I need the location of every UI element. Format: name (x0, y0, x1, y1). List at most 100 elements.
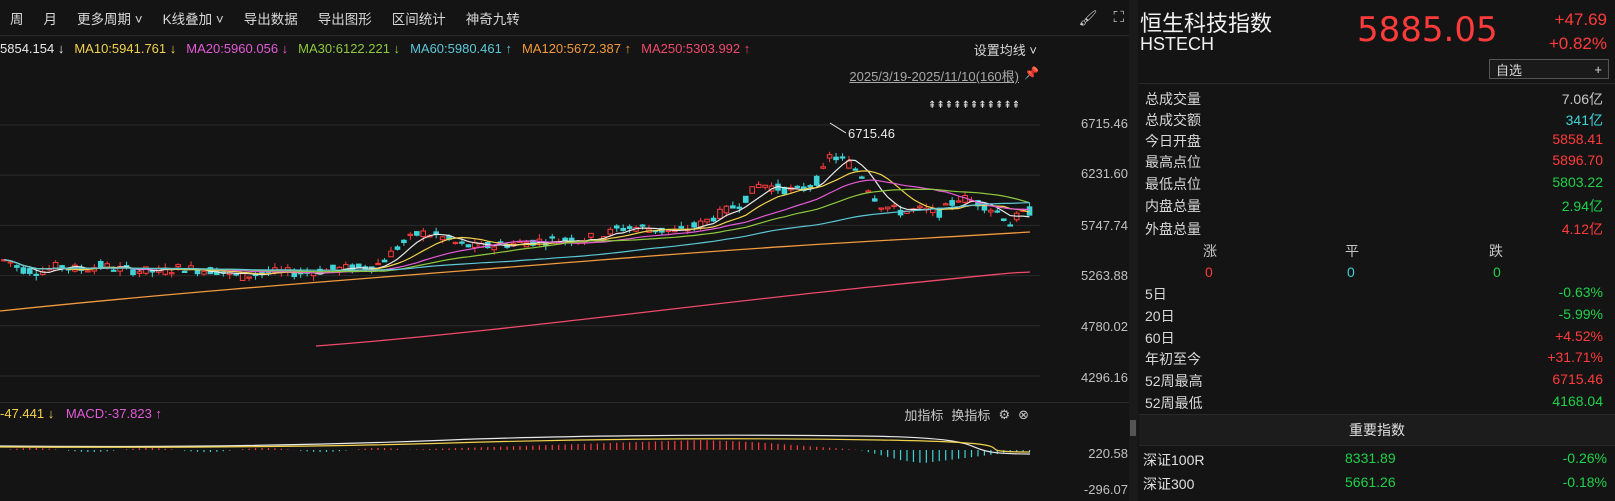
price-change-pct: +0.82% (1548, 34, 1607, 53)
candle-body (388, 250, 394, 258)
candle-body (691, 222, 697, 228)
add-indicator-button[interactable]: 加指标 (904, 408, 944, 423)
macd-chart[interactable] (0, 426, 1040, 501)
candlestick-chart[interactable]: 6715.46 ⇞⇞⇞⇞⇞⇞⇞⇞⇞⇞⇞ (0, 100, 1040, 402)
close-icon[interactable]: ⊗ (1018, 406, 1029, 422)
macd-axis-top: 220.58 (1088, 446, 1128, 461)
candle-body (239, 272, 246, 281)
high-label: 6715.46 (848, 126, 895, 141)
stat-row: 内盘总量 2.94亿 (1145, 198, 1603, 214)
candle-body (175, 264, 181, 268)
nine-turn-markers: ⇞⇞⇞⇞⇞⇞⇞⇞⇞⇞⇞ (928, 100, 1020, 111)
ma250-line (315, 271, 1031, 347)
ma30-label: MA30:6122.221 ↓ (298, 40, 401, 56)
candle-body (130, 269, 136, 276)
range-stats-button[interactable]: 区间统计 (391, 11, 446, 27)
price-tick: 5263.88 (1081, 268, 1128, 283)
quote-panel: 恒生科技指数 HSTECH 5885.05 +47.69 +0.82% 自选 +… (1139, 0, 1615, 501)
stat-row: 外盘总量 4.12亿 (1145, 221, 1603, 237)
chart-scrollbar[interactable] (1129, 0, 1138, 501)
period-week[interactable]: 周 (10, 11, 24, 27)
candle-body (755, 183, 762, 189)
candle-body (917, 205, 923, 209)
period-row: 60日 +4.52% (1145, 328, 1603, 346)
index-name: 恒生科技指数 (1140, 11, 1273, 36)
fullscreen-icon[interactable]: ⛶ (1113, 9, 1124, 26)
scroll-thumb[interactable] (1130, 420, 1136, 436)
macd-axis: 220.58 -296.07 (1040, 426, 1138, 501)
candle-body (407, 233, 414, 236)
candle-body (291, 272, 298, 278)
candle-body (820, 166, 826, 169)
candle-body (813, 175, 820, 186)
candle-body (491, 246, 497, 251)
add-watchlist-button[interactable]: 自选 + (1489, 59, 1609, 79)
candle-body (988, 209, 994, 213)
candle-body (723, 205, 730, 214)
candle-body (794, 185, 801, 188)
candle-body (439, 236, 446, 241)
key-indices-header: 重要指数 (1139, 414, 1615, 446)
export-image-button[interactable]: 导出图形 (317, 11, 372, 27)
candle-body (14, 265, 20, 268)
candle-body (1007, 224, 1014, 227)
high-pointer (829, 122, 847, 134)
chart-area[interactable]: 周 月 更多周期 ˅ K线叠加 ˅ 导出数据 导出图形 区间统计 神奇九转 🖌 … (0, 0, 1138, 501)
export-data-button[interactable]: 导出数据 (243, 11, 298, 27)
ma120-label: MA120:5672.387 ↑ (521, 40, 632, 56)
gear-icon[interactable]: ⚙ (998, 406, 1011, 422)
ma60-label: MA60:5980.461 ↑ (410, 40, 512, 56)
period-row: 5日 -0.63% (1145, 284, 1603, 302)
stat-row: 最低点位 5803.22 (1145, 174, 1603, 192)
candle-body (168, 272, 175, 275)
magic-nine-button[interactable]: 神奇九转 (465, 11, 520, 27)
chart-divider (0, 402, 1138, 403)
stat-row: 今日开盘 5858.41 (1145, 131, 1603, 149)
index-row[interactable]: 深证100R 8331.89 -0.26% (1143, 450, 1607, 468)
candle-body (852, 168, 859, 171)
candle-body (762, 184, 768, 188)
candle-body (613, 225, 620, 229)
candle-body (865, 190, 872, 193)
ma-settings-dropdown[interactable]: 设置均线 ˅ (973, 43, 1037, 58)
ma20-label: MA20:5960.056 ↓ (186, 40, 289, 56)
period-row: 20日 -5.99% (1145, 306, 1603, 324)
pin-icon[interactable]: 📌 (1024, 66, 1039, 80)
candle-body (826, 154, 833, 159)
ma30-line (3, 188, 1030, 273)
stat-row: 总成交额 341亿 (1145, 112, 1603, 128)
period-row: 年初至今 +31.71% (1145, 349, 1603, 367)
current-price: 5885.05 (1357, 10, 1498, 50)
stat-row: 最高点位 5896.70 (1145, 152, 1603, 170)
candle-body (942, 203, 949, 206)
index-row[interactable]: 深证300 5661.26 -0.18% (1143, 474, 1607, 492)
indicator-controls: 加指标 换指标 ⚙ ⊗ (904, 405, 1029, 424)
candle-body (955, 200, 962, 203)
macd-axis-bottom: -296.07 (1083, 482, 1128, 497)
candle-body (27, 268, 33, 274)
chart-toolbar: 周 月 更多周期 ˅ K线叠加 ˅ 导出数据 导出图形 区间统计 神奇九转 🖌 … (0, 0, 1138, 36)
candle-body (949, 200, 955, 206)
candle-body (110, 269, 117, 272)
candle-body (459, 241, 465, 244)
date-range-link[interactable]: 2025/3/19-2025/11/10(160根) (849, 69, 1019, 84)
candle-body (136, 271, 143, 274)
macd-dif-label: -47.441 ↓ (0, 406, 55, 421)
price-tick: 4780.02 (1081, 319, 1128, 334)
ma10-label: MA10:5941.761 ↓ (74, 40, 177, 56)
plus-icon: + (1594, 61, 1602, 77)
stat-row: 总成交量 7.06亿 (1145, 91, 1603, 107)
candle-body (39, 271, 46, 276)
macd-dif-line (0, 434, 1031, 455)
candle-body (1000, 218, 1007, 222)
period-month[interactable]: 月 (43, 11, 58, 27)
ma5-line (3, 159, 1030, 276)
candle-body (846, 160, 852, 169)
change-indicator-button[interactable]: 换指标 (951, 408, 991, 423)
candle-body (117, 265, 123, 272)
candle-body (742, 195, 749, 203)
draw-brush-icon[interactable]: 🖌 (1078, 10, 1098, 27)
candle-body (20, 267, 27, 274)
kline-overlay-dropdown[interactable]: K线叠加 ˅ (162, 11, 224, 27)
more-periods-dropdown[interactable]: 更多周期 ˅ (77, 11, 143, 27)
